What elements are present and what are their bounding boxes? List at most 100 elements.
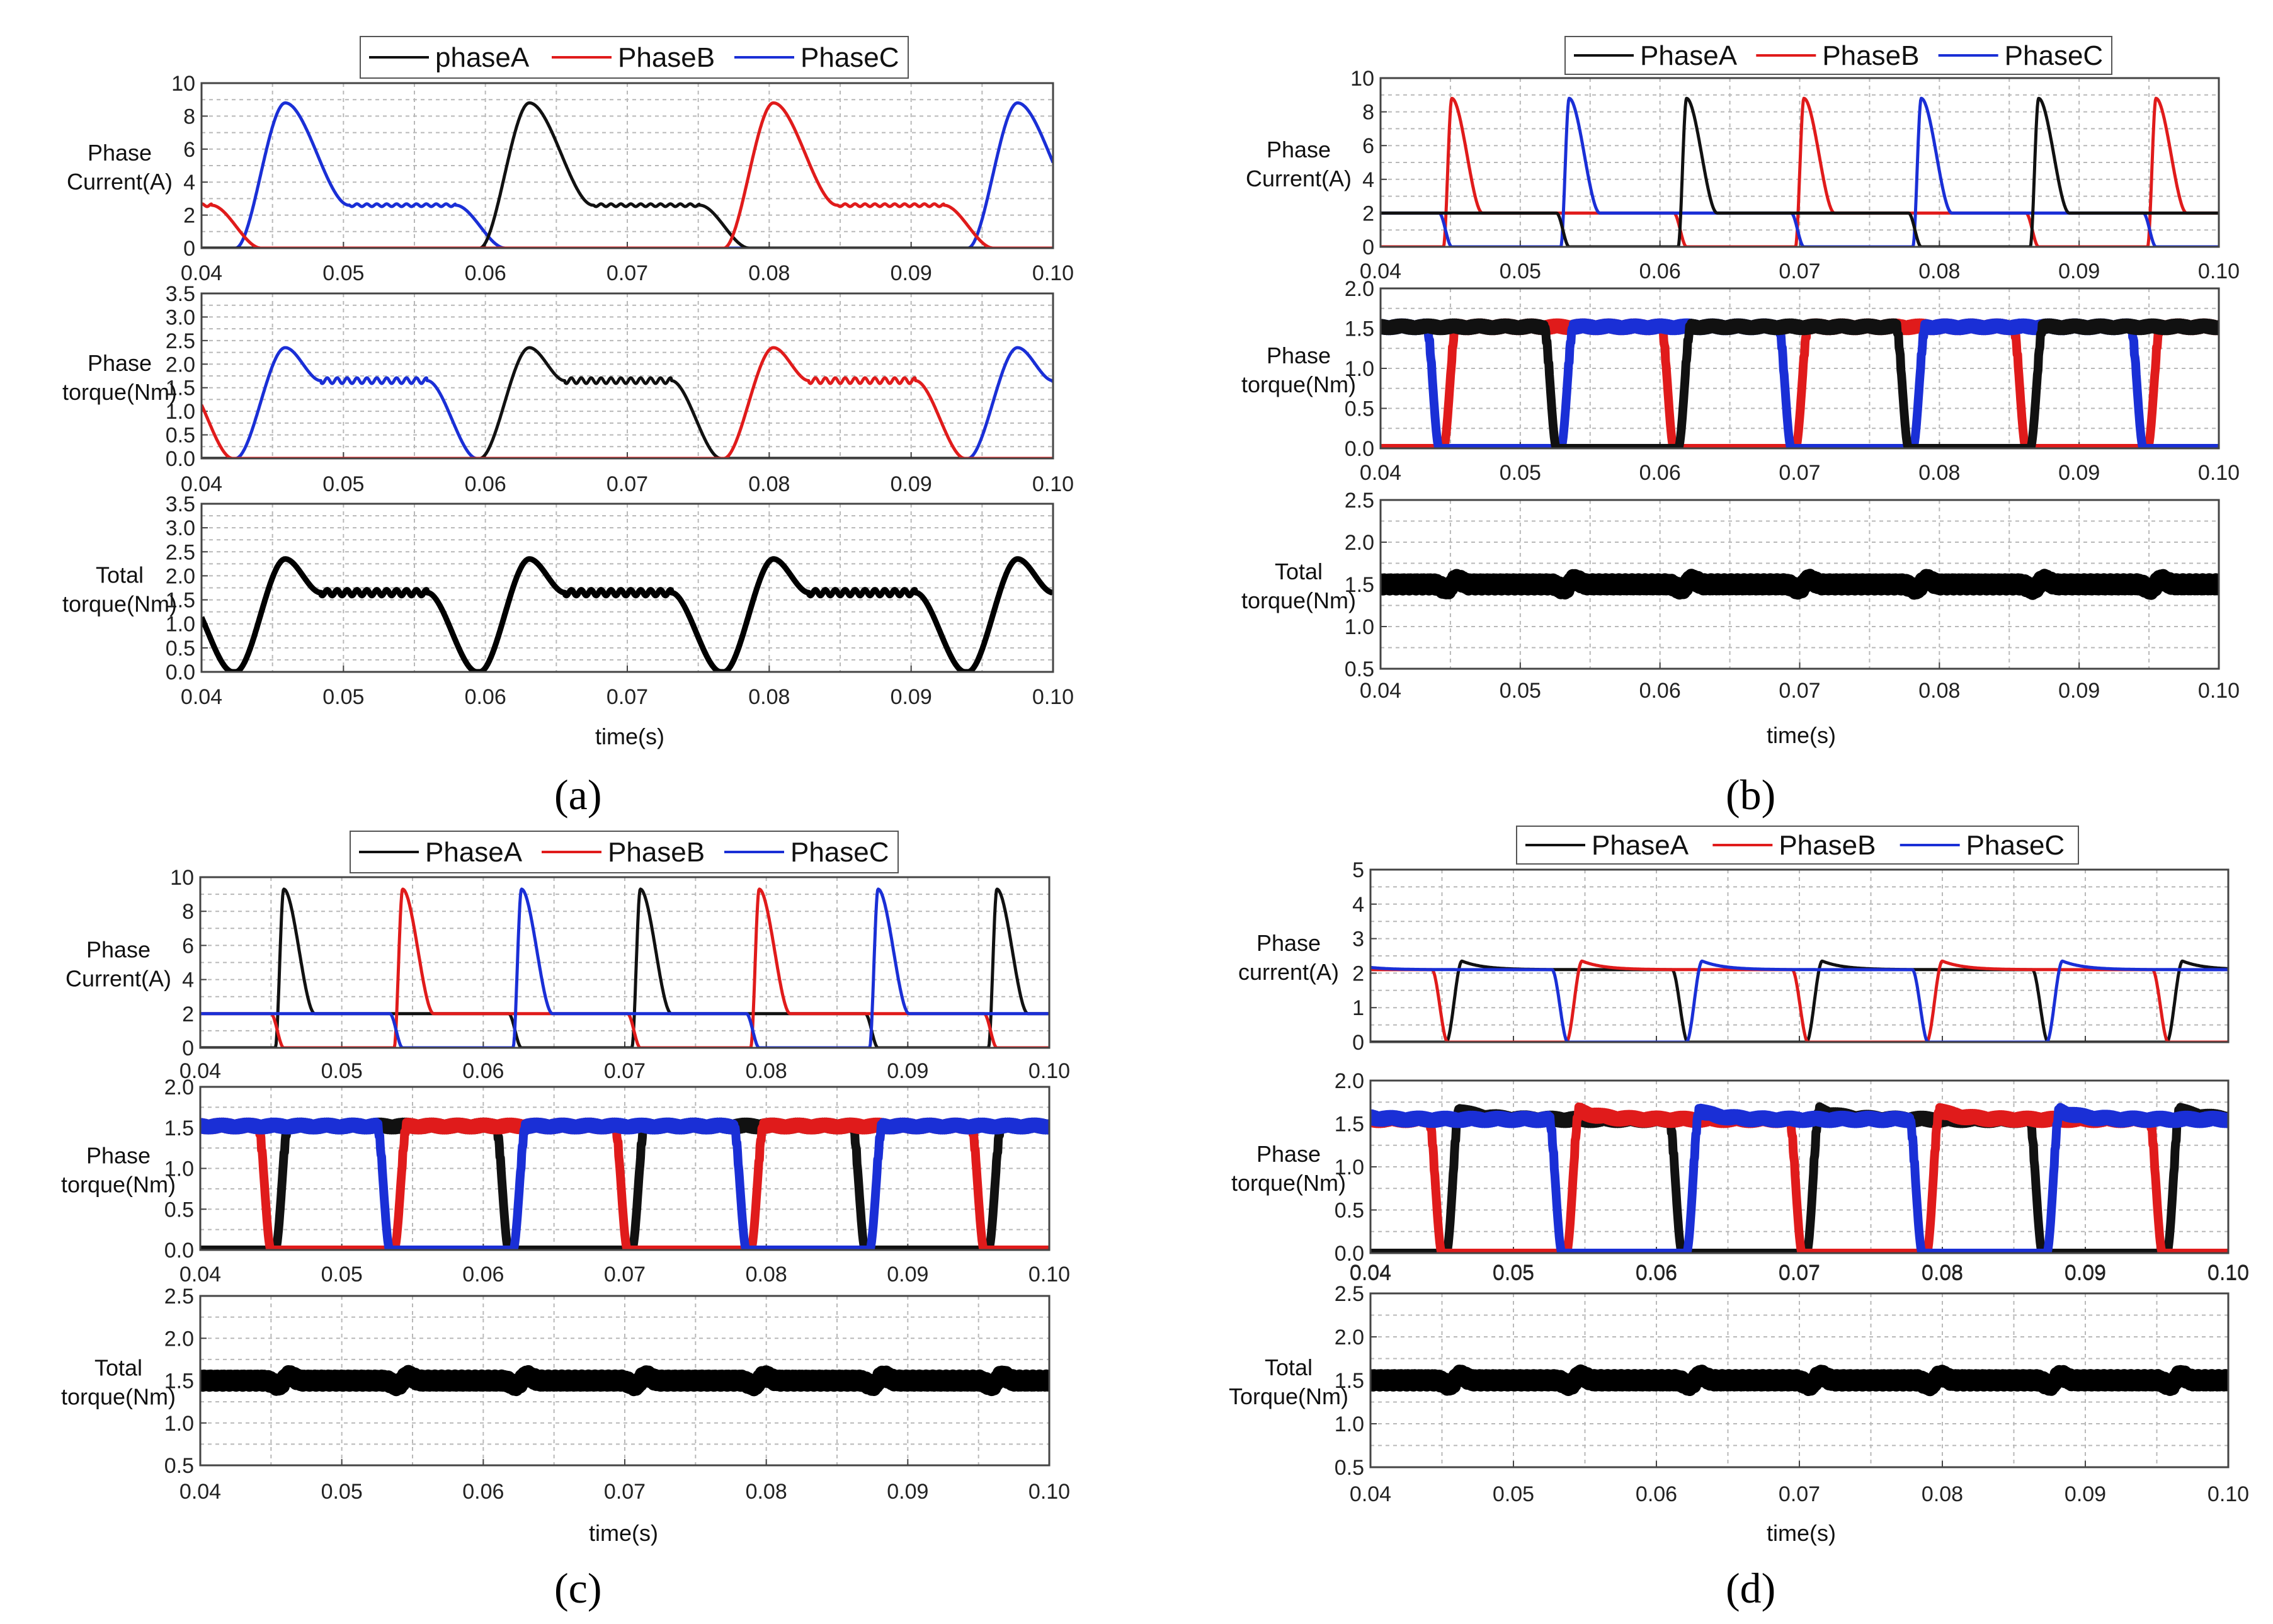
x-tick-label: 0.06 <box>1636 1261 1677 1285</box>
series-phasec <box>202 101 1053 248</box>
x-tick-label: 0.10 <box>2198 461 2240 485</box>
y-tick-label: 0.5 <box>166 424 195 448</box>
y-axis-label-line1: Phase <box>1267 343 1331 368</box>
y-tick-label: 1.0 <box>166 613 195 637</box>
y-tick-label: 0 <box>1352 1031 1364 1055</box>
series-phasec <box>202 346 1053 458</box>
x-tick-label: 0.06 <box>465 261 506 285</box>
x-tick-label: 0.04 <box>179 1059 221 1083</box>
series-phasea <box>202 346 1053 458</box>
x-tick-label: 0.06 <box>462 1480 504 1504</box>
y-axis-label-line1: Phase <box>88 140 152 166</box>
x-tick-label: 0.04 <box>1360 461 1401 485</box>
x-tick-label: 0.07 <box>1779 679 1820 703</box>
x-tick-label: 0.06 <box>1636 1261 1677 1285</box>
y-tick-label: 2.5 <box>1345 489 1374 513</box>
y-tick-label: 0.5 <box>166 637 195 661</box>
x-tick-label: 0.09 <box>891 261 932 285</box>
x-tick-label: 0.10 <box>1032 685 1074 709</box>
y-tick-label: 4 <box>1362 168 1374 192</box>
x-tick-label: 0.04 <box>181 685 222 709</box>
subplot-current-0: 0 2 4 6 8 10 0.04 0.05 0.06 0.07 0.08 0.09 0.10 Phase… <box>67 72 1074 285</box>
y-axis-label-line1: Phase <box>86 1143 151 1169</box>
y-tick-label: 1.0 <box>1345 615 1374 639</box>
x-tick-label: 0.07 <box>607 261 648 285</box>
x-tick-label: 0.10 <box>2207 1261 2249 1285</box>
series-phasec <box>200 887 1049 1048</box>
subplot-current-0: 0 2 4 6 8 10 0.04 0.05 0.06 0.07 0.08 0.09 0.10 Phase… <box>1246 67 2240 283</box>
y-tick-label: 2.0 <box>1335 1069 1364 1093</box>
x-tick-label: 0.08 <box>746 1263 787 1286</box>
y-tick-label: 1.0 <box>1345 357 1374 381</box>
legend-label-1: PhaseB <box>608 837 705 868</box>
y-tick-label: 2 <box>1362 202 1374 225</box>
series-phasea <box>1381 318 2219 448</box>
y-tick-label: 2.5 <box>166 540 195 564</box>
y-axis-label-line1: Phase <box>1267 137 1331 162</box>
x-tick-label: 0.06 <box>1639 679 1681 703</box>
x-tick-label: 0.05 <box>1493 1482 1534 1506</box>
x-tick-label: 0.09 <box>891 685 932 709</box>
x-tick-label: 0.10 <box>2207 1261 2249 1285</box>
x-tick-label: 0.08 <box>748 261 790 285</box>
subplot-current_flat-0: 0 1 2 3 4 5 0.04 0.05 0.06 0.07 0.08 0.09 0.10 Phase c… <box>1238 858 2249 1285</box>
caption: (a) <box>554 771 601 819</box>
legend-label-0: phaseA <box>435 42 530 73</box>
x-axis-label: time(s) <box>595 724 664 749</box>
y-tick-label: 0.5 <box>1345 657 1374 681</box>
y-tick-label: 2.5 <box>164 1285 194 1309</box>
y-tick-label: 0.0 <box>166 447 195 471</box>
x-tick-label: 0.05 <box>321 1480 363 1504</box>
subplot-torque-1: 0.0 0.5 1.0 1.5 2.0 0.04 0.05 0.06 0.07 0.08 0.09 0… <box>1231 1069 2249 1285</box>
series-phaseb <box>1370 959 2228 1042</box>
y-tick-label: 1 <box>1352 996 1364 1020</box>
y-tick-label: 1.0 <box>1335 1156 1364 1179</box>
y-axis-label-line1: Phase <box>88 350 152 376</box>
y-tick-label: 4 <box>183 171 195 195</box>
y-tick-label: 0 <box>183 237 195 261</box>
x-tick-label: 0.04 <box>1360 679 1401 703</box>
y-axis-label-line2: torque(Nm) <box>61 1384 176 1410</box>
y-tick-label: 1.5 <box>1345 573 1374 597</box>
x-tick-label: 0.08 <box>1918 679 1960 703</box>
x-tick-label: 0.09 <box>887 1059 928 1083</box>
y-tick-label: 1.5 <box>1345 317 1374 341</box>
x-tick-label: 0.05 <box>322 685 364 709</box>
x-tick-label: 0.06 <box>1639 461 1681 485</box>
x-tick-label: 0.09 <box>2058 679 2100 703</box>
legend-label-1: PhaseB <box>1779 830 1876 861</box>
y-tick-label: 5 <box>1352 858 1364 882</box>
x-tick-label: 0.07 <box>607 685 648 709</box>
y-axis-label-line2: torque(Nm) <box>62 591 177 617</box>
plot-frame <box>200 503 1054 673</box>
subplot-torque-1: 0.0 0.5 1.0 1.5 2.0 0.04 0.05 0.06 0.07 0.08 0.09 0… <box>1241 277 2240 485</box>
y-tick-label: 2 <box>183 204 195 228</box>
y-axis-label-line2: Current(A) <box>1246 166 1352 191</box>
y-tick-label: 4 <box>182 968 194 992</box>
y-axis-label-line2: torque(Nm) <box>61 1172 176 1198</box>
series-phasec <box>200 1117 1049 1250</box>
x-tick-label: 0.10 <box>2207 1482 2249 1506</box>
y-tick-label: 6 <box>182 934 194 958</box>
y-tick-label: 3.0 <box>166 516 195 540</box>
plot-frame <box>200 82 1054 249</box>
x-tick-label: 0.09 <box>2065 1482 2106 1506</box>
series-phasec <box>1370 959 2228 1042</box>
x-tick-label: 0.04 <box>179 1480 221 1504</box>
x-tick-label: 0.08 <box>748 685 790 709</box>
x-tick-label: 0.09 <box>887 1263 928 1286</box>
plot-frame <box>1379 499 2220 670</box>
y-axis-label-line1: Total <box>94 1355 142 1381</box>
y-tick-label: 0.5 <box>164 1454 194 1478</box>
plot-frame <box>200 292 1054 460</box>
y-tick-label: 6 <box>1362 134 1374 158</box>
x-tick-label: 0.07 <box>1779 1261 1820 1285</box>
y-tick-label: 1.5 <box>1335 1369 1364 1393</box>
y-axis-label-line1: Total <box>1265 1354 1313 1380</box>
y-tick-label: 0.0 <box>1345 437 1374 461</box>
y-tick-label: 2.0 <box>166 353 195 377</box>
x-tick-label: 0.04 <box>181 472 222 496</box>
x-tick-label: 0.08 <box>1922 1261 1963 1285</box>
